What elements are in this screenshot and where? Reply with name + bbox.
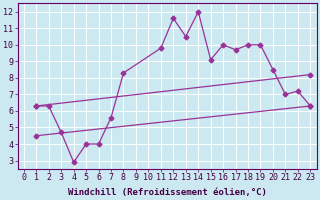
X-axis label: Windchill (Refroidissement éolien,°C): Windchill (Refroidissement éolien,°C) bbox=[68, 188, 267, 197]
